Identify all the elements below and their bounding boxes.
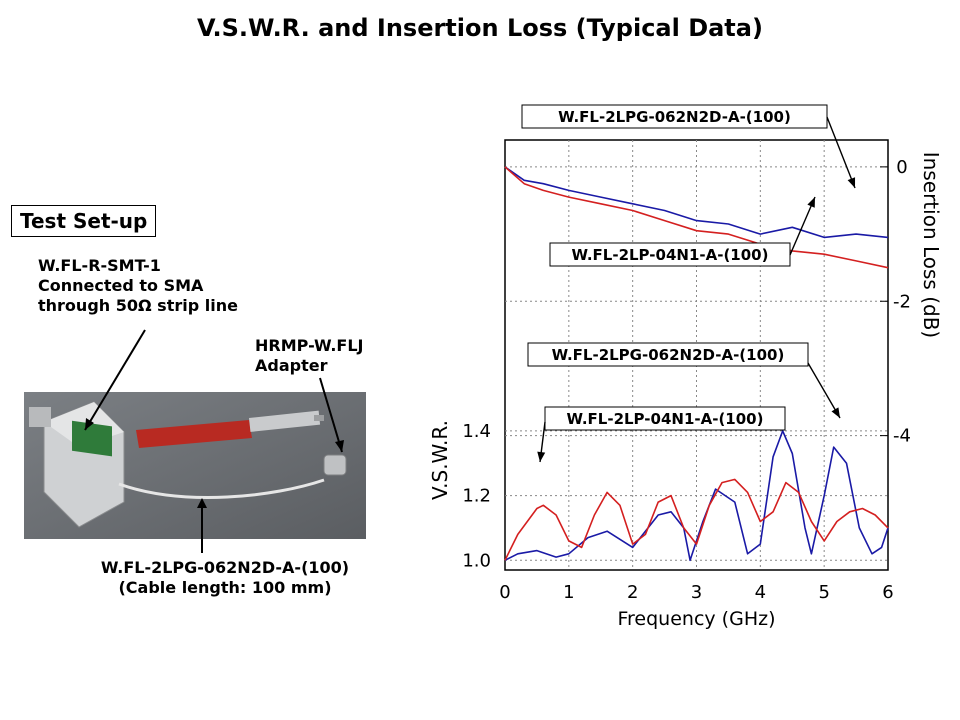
annotation-leader xyxy=(789,196,816,256)
cable-note: W.FL-2LPG-062N2D-A-(100) (Cable length: … xyxy=(100,558,350,597)
slide-title: V.S.W.R. and Insertion Loss (Typical Dat… xyxy=(197,14,763,42)
il-tick-label: -4 xyxy=(893,426,911,447)
annotation-box xyxy=(544,406,786,431)
x-tick-label: 1 xyxy=(563,582,574,603)
vswr-axis-label: V.S.W.R. xyxy=(428,420,452,500)
il-series-line xyxy=(504,166,889,269)
adapter-note: HRMP-W.FLJ Adapter xyxy=(255,336,364,375)
x-tick-label: 3 xyxy=(691,582,702,603)
x-tick-label: 6 xyxy=(882,582,893,603)
annotation-leader xyxy=(807,362,841,419)
vswr-tick-label: 1.0 xyxy=(462,550,491,571)
annotation-arrowhead xyxy=(537,451,546,462)
vswr-tick-label: 1.2 xyxy=(462,486,491,507)
annotation-label: W.FL-2LP-04N1-A-(100) xyxy=(572,246,769,264)
annotation-arrowhead xyxy=(831,407,840,418)
annotation-box xyxy=(527,342,809,367)
annotation-arrowhead xyxy=(807,197,815,208)
annotation-label: W.FL-2LPG-062N2D-A-(100) xyxy=(558,108,791,126)
test-setup-label: Test Set-up xyxy=(11,205,157,237)
vswr-series-line xyxy=(504,478,889,561)
annotation-box xyxy=(521,104,828,129)
vswr-series-line xyxy=(504,430,889,562)
il-series-line xyxy=(504,166,889,239)
annotation-label: W.FL-2LPG-062N2D-A-(100) xyxy=(552,346,785,364)
vswr-tick-label: 1.4 xyxy=(462,421,491,442)
x-axis-label: Frequency (GHz) xyxy=(617,608,775,630)
insertion-loss-axis-label: Insertion Loss (dB) xyxy=(919,152,943,338)
x-tick-label: 2 xyxy=(627,582,638,603)
vswr-insertion-loss-chart: 0 1 2 3 4 5 6 0 -2 -4 1.0 1.2 1.4 Frequency (GHz) V.S.… xyxy=(428,104,943,630)
annotation-label: W.FL-2LP-04N1-A-(100) xyxy=(567,410,764,428)
connector-note: W.FL-R-SMT-1 Connected to SMA through 50… xyxy=(38,256,238,315)
test-setup-photo xyxy=(24,392,366,539)
x-tick-label: 4 xyxy=(755,582,766,603)
il-tick-label: -2 xyxy=(893,291,911,312)
x-tick-label: 5 xyxy=(818,582,829,603)
il-tick-label: 0 xyxy=(896,157,907,178)
x-tick-label: 0 xyxy=(499,582,510,603)
annotation-leader xyxy=(826,116,856,189)
annotation-arrowhead xyxy=(847,177,856,188)
